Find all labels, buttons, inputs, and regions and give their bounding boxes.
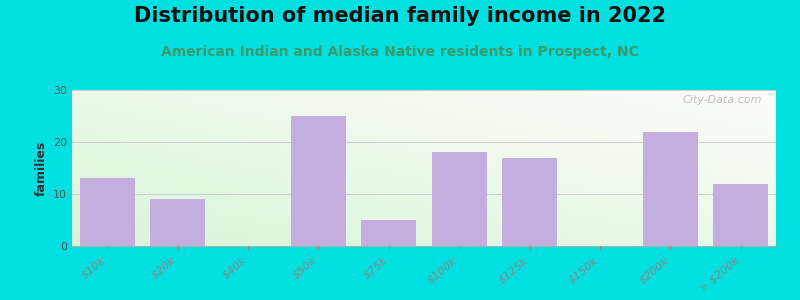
Bar	[291, 116, 346, 246]
Bar	[502, 158, 557, 246]
Bar	[362, 220, 416, 246]
Bar	[643, 132, 698, 246]
Text: City-Data.com: City-Data.com	[682, 95, 762, 105]
Text: American Indian and Alaska Native residents in Prospect, NC: American Indian and Alaska Native reside…	[161, 45, 639, 59]
Text: Distribution of median family income in 2022: Distribution of median family income in …	[134, 6, 666, 26]
Y-axis label: families: families	[34, 140, 47, 196]
Bar	[714, 184, 768, 246]
Bar	[432, 152, 486, 246]
Bar	[150, 199, 205, 246]
Bar	[80, 178, 134, 246]
